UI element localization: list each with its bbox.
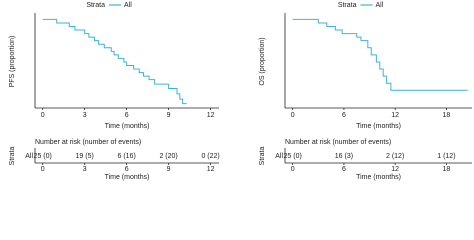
risk-count: 19 (5) (76, 153, 94, 160)
risk-tick-label: 9 (167, 166, 171, 173)
x-tick-label: 12 (391, 112, 399, 119)
risk-x-label: Time (months) (105, 174, 150, 181)
risk-tick-label: 0 (291, 166, 295, 173)
risk-count: 16 (3) (335, 153, 353, 160)
x-tick-label: 6 (342, 112, 346, 119)
x-axis-label: Time (months) (356, 123, 401, 130)
risk-row-label: All (25, 153, 33, 160)
risk-tick-label: 3 (83, 166, 87, 173)
x-axis-label: Time (months) (105, 123, 150, 130)
risk-count: 1 (12) (437, 153, 455, 160)
survival-curve (42, 18, 187, 105)
risk-tick-label: 18 (442, 166, 450, 173)
survival-curve (292, 18, 468, 91)
risk-title: Number at risk (number of events) (35, 139, 141, 146)
legend-label: All (124, 2, 132, 9)
risk-row-label: All (275, 153, 283, 160)
risk-tick-label: 0 (41, 166, 45, 173)
y-axis-label: PFS (proportion) (9, 36, 16, 88)
risk-tick-label: 6 (342, 166, 346, 173)
risk-strata: Strata (259, 147, 266, 166)
risk-count: 2 (20) (159, 153, 177, 160)
risk-tick-label: 12 (391, 166, 399, 173)
legend-label: All (376, 2, 384, 9)
risk-count: 0 (22) (201, 153, 219, 160)
x-tick-label: 9 (167, 112, 171, 119)
legend-title: Strata (338, 2, 357, 9)
legend-title: Strata (86, 2, 105, 9)
risk-tick-label: 6 (125, 166, 129, 173)
risk-count: 2 (12) (386, 153, 404, 160)
y-axis-label: OS (proportion) (259, 37, 266, 85)
x-tick-label: 6 (125, 112, 129, 119)
risk-title: Number at risk (number of events) (285, 139, 391, 146)
x-tick-label: 0 (291, 112, 295, 119)
risk-count: 25 (0) (284, 153, 302, 160)
page: {"chart_data": [ {"type": "step", "legen… (8, 1, 472, 181)
x-tick-label: 0 (41, 112, 45, 119)
chart: Strata All PFS (proportion) Time (months) Nu… (9, 2, 472, 181)
risk-strata: Strata (9, 147, 16, 166)
risk-count: 6 (16) (118, 153, 136, 160)
risk-x-label: Time (months) (356, 174, 401, 181)
x-tick-label: 12 (207, 112, 215, 119)
x-tick-label: 18 (442, 112, 450, 119)
risk-tick-label: 12 (207, 166, 215, 173)
x-tick-label: 3 (83, 112, 87, 119)
risk-count: 25 (0) (34, 153, 52, 160)
